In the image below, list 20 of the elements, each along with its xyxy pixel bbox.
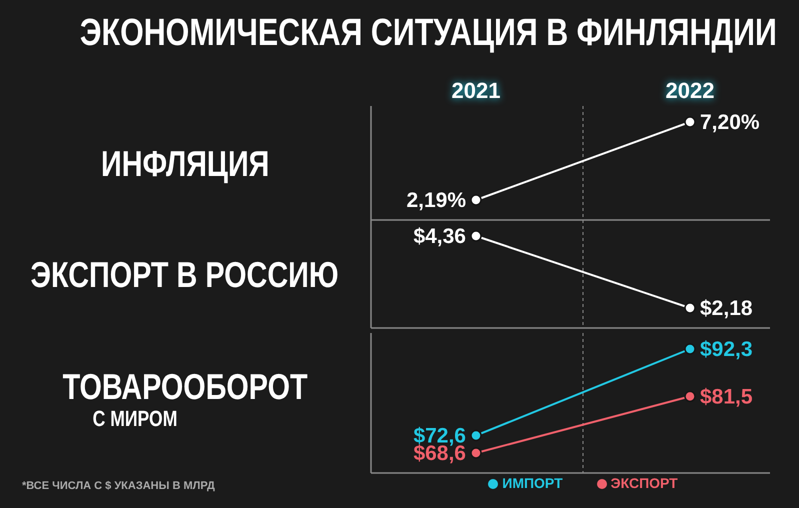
x-tick-label: 2022 <box>666 78 714 103</box>
data-label: 2,19% <box>406 189 466 212</box>
legend-label: ИМПОРТ <box>502 475 563 491</box>
point <box>470 447 482 459</box>
chart-title: ЭКОНОМИЧЕСКАЯ СИТУАЦИЯ В ФИНЛЯНДИИ <box>80 12 777 55</box>
x-tick-label: 2021 <box>452 78 500 103</box>
y-axis-title: ТОВАРООБОРОТ С МИРОМ <box>62 366 308 431</box>
y-axis-title: ИНФЛЯЦИЯ <box>100 143 270 184</box>
legend-label: ЭКСПОРТ <box>610 475 678 491</box>
point <box>684 343 696 355</box>
point <box>684 390 696 402</box>
data-label: $81,5 <box>700 385 753 408</box>
data-label: $2,18 <box>700 297 753 320</box>
data-label: 7,20% <box>700 111 760 134</box>
data-label: $4,36 <box>413 225 466 248</box>
text: *ВСЕ ЧИСЛА С $ УКАЗАНЫ В МЛРД <box>22 480 215 492</box>
data-label: $92,3 <box>700 338 753 361</box>
data-label: $72,6 <box>413 424 466 448</box>
y-axis-title: ЭКСПОРТ В РОССИЮ <box>30 254 340 295</box>
point <box>470 430 482 442</box>
